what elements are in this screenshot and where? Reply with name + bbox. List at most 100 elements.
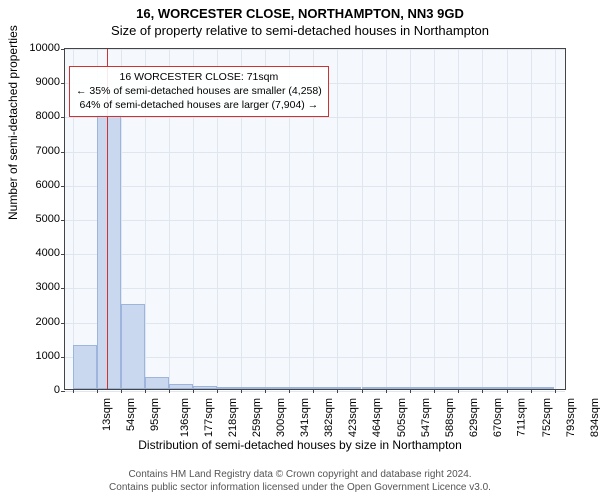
- histogram-bar: [434, 387, 458, 389]
- xtick-mark: [362, 389, 363, 393]
- histogram-bar: [193, 386, 217, 389]
- chart-title-address: 16, WORCESTER CLOSE, NORTHAMPTON, NN3 9G…: [0, 0, 600, 21]
- gridline-v: [507, 49, 508, 389]
- histogram-bar: [265, 387, 289, 389]
- histogram-bar: [506, 387, 530, 389]
- ytick-mark: [61, 288, 65, 289]
- xtick-label: 464sqm: [372, 398, 384, 437]
- histogram-bar: [97, 115, 121, 389]
- footer-line-1: Contains HM Land Registry data © Crown c…: [0, 468, 600, 481]
- histogram-bar: [241, 387, 265, 389]
- ytick-label: 5000: [10, 213, 60, 225]
- xtick-mark: [386, 389, 387, 393]
- ytick-mark: [61, 186, 65, 187]
- annotation-line: 16 WORCESTER CLOSE: 71sqm: [76, 70, 322, 84]
- histogram-bar: [73, 345, 97, 389]
- gridline-h: [65, 220, 565, 221]
- gridline-v: [410, 49, 411, 389]
- ytick-label: 9000: [10, 76, 60, 88]
- histogram-bar: [410, 387, 434, 389]
- figure-container: 16, WORCESTER CLOSE, NORTHAMPTON, NN3 9G…: [0, 0, 600, 500]
- xtick-label: 711sqm: [516, 398, 528, 436]
- xtick-mark: [145, 389, 146, 393]
- ytick-label: 7000: [10, 145, 60, 157]
- xtick-mark: [337, 389, 338, 393]
- histogram-bar: [169, 384, 193, 389]
- histogram-bar: [313, 387, 337, 389]
- ytick-mark: [61, 152, 65, 153]
- xtick-label: 423sqm: [347, 398, 359, 437]
- gridline-h: [65, 117, 565, 118]
- xtick-label: 588sqm: [444, 398, 456, 437]
- chart-title-subtitle: Size of property relative to semi-detach…: [0, 21, 600, 38]
- histogram-bar: [121, 304, 145, 390]
- xtick-label: 341sqm: [299, 398, 311, 437]
- gridline-h: [65, 254, 565, 255]
- gridline-v: [434, 49, 435, 389]
- xtick-mark: [97, 389, 98, 393]
- ytick-mark: [61, 357, 65, 358]
- histogram-bar: [458, 387, 482, 389]
- ytick-label: 0: [10, 384, 60, 396]
- gridline-h: [65, 288, 565, 289]
- histogram-bar: [530, 387, 554, 389]
- histogram-bar: [482, 387, 506, 389]
- xtick-label: 136sqm: [179, 398, 191, 437]
- attribution-footer: Contains HM Land Registry data © Crown c…: [0, 468, 600, 494]
- ytick-mark: [61, 49, 65, 50]
- ytick-mark: [61, 117, 65, 118]
- xtick-label: 300sqm: [275, 398, 287, 437]
- xtick-mark: [121, 389, 122, 393]
- xtick-mark: [482, 389, 483, 393]
- histogram-bar: [362, 387, 386, 389]
- gridline-h: [65, 391, 565, 392]
- ytick-label: 8000: [10, 110, 60, 122]
- gridline-v: [531, 49, 532, 389]
- ytick-mark: [61, 220, 65, 221]
- xtick-label: 54sqm: [125, 398, 137, 431]
- ytick-label: 6000: [10, 179, 60, 191]
- xtick-mark: [217, 389, 218, 393]
- xtick-label: 670sqm: [493, 398, 505, 437]
- ytick-mark: [61, 323, 65, 324]
- xtick-mark: [434, 389, 435, 393]
- xtick-mark: [313, 389, 314, 393]
- histogram-bar: [386, 387, 410, 389]
- gridline-v: [337, 49, 338, 389]
- gridline-h: [65, 152, 565, 153]
- annotation-line: 64% of semi-detached houses are larger (…: [76, 98, 322, 112]
- histogram-bar: [337, 387, 361, 389]
- ytick-mark: [61, 83, 65, 84]
- ytick-label: 3000: [10, 281, 60, 293]
- xtick-label: 95sqm: [149, 398, 161, 431]
- gridline-h: [65, 186, 565, 187]
- xtick-mark: [193, 389, 194, 393]
- xtick-mark: [73, 389, 74, 393]
- histogram-bar: [145, 377, 169, 389]
- xtick-label: 547sqm: [420, 398, 432, 437]
- annotation-line: ← 35% of semi-detached houses are smalle…: [76, 84, 322, 98]
- xtick-mark: [458, 389, 459, 393]
- x-axis-label: Distribution of semi-detached houses by …: [0, 438, 600, 452]
- xtick-label: 834sqm: [589, 398, 600, 437]
- xtick-mark: [265, 389, 266, 393]
- plot-area: 16 WORCESTER CLOSE: 71sqm← 35% of semi-d…: [64, 48, 566, 390]
- xtick-mark: [531, 389, 532, 393]
- xtick-label: 629sqm: [468, 398, 480, 437]
- xtick-label: 752sqm: [541, 398, 553, 437]
- ytick-mark: [61, 391, 65, 392]
- xtick-label: 259sqm: [251, 398, 263, 437]
- xtick-label: 505sqm: [396, 398, 408, 437]
- footer-line-2: Contains public sector information licen…: [0, 481, 600, 494]
- xtick-label: 218sqm: [227, 398, 239, 437]
- ytick-label: 10000: [10, 42, 60, 54]
- histogram-bar: [289, 387, 313, 389]
- ytick-label: 2000: [10, 316, 60, 328]
- xtick-label: 793sqm: [565, 398, 577, 437]
- xtick-mark: [410, 389, 411, 393]
- ytick-mark: [61, 254, 65, 255]
- xtick-label: 382sqm: [323, 398, 335, 437]
- histogram-bar: [217, 387, 241, 389]
- xtick-mark: [289, 389, 290, 393]
- xtick-label: 13sqm: [101, 398, 113, 431]
